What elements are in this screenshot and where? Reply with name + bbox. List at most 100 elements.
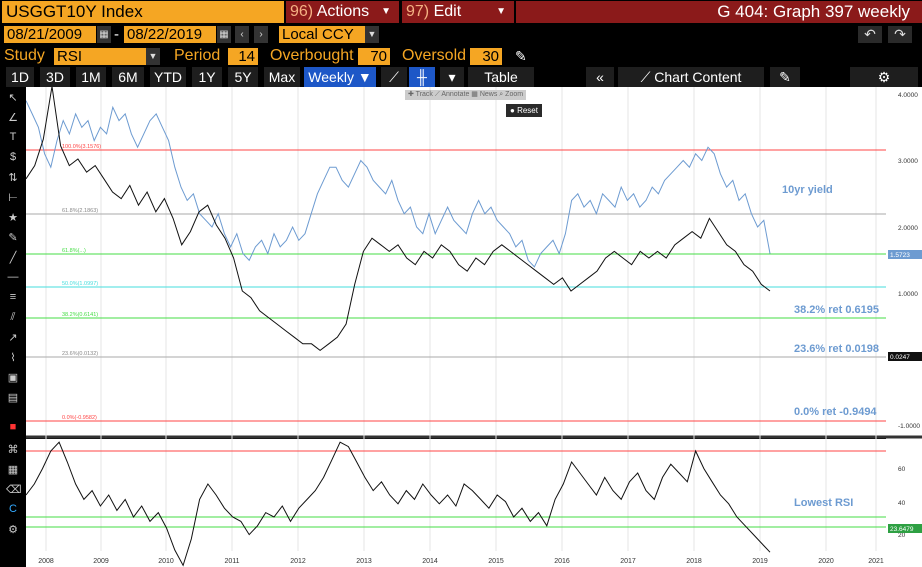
oversold-field[interactable]: 30 [470,48,502,65]
x-axis-bg [26,551,886,567]
color-swatch-red[interactable]: ■ [9,421,17,433]
redo-icon[interactable]: ↷ [888,26,912,43]
draw-line-icon[interactable]: ∠ [8,112,18,124]
currency-field[interactable]: Local CCY [279,26,379,43]
dollar-icon[interactable]: $ [9,151,17,163]
main-panel-bg [26,87,886,437]
layers-icon[interactable]: ▤ [7,392,19,404]
rsi-last-tag [888,524,922,533]
frequency-selector[interactable]: Weekly ▼ [304,67,376,87]
x-tick-label: 2011 [224,558,239,565]
y-tick-label: 4.0000 [898,92,918,99]
ticker-field[interactable]: USGGT10Y Index [2,1,284,23]
line-tool-icon[interactable]: ╱ [9,252,17,264]
table-button[interactable]: Table [468,67,534,87]
arrow-tool-icon[interactable]: ↗ [8,332,18,344]
overbought-field[interactable]: 70 [358,48,390,65]
y-tick-label: 3.0000 [898,158,918,165]
pencil-icon[interactable]: ✎ [515,48,527,64]
period-max[interactable]: Max [264,67,300,87]
grid-icon[interactable]: ▦ [7,464,19,476]
paint-icon[interactable]: ▣ [7,372,19,384]
brush-icon[interactable]: ⌇ [10,352,16,364]
y-tick-label: 1.0000 [898,291,918,298]
period-6m[interactable]: 6M [112,67,144,87]
calendar-icon[interactable]: ▦ [217,26,231,43]
start-date-field[interactable]: 08/21/2009 [4,26,96,43]
period-1y[interactable]: 1Y [192,67,222,87]
line-chart-icon[interactable]: ⟋ [381,67,407,87]
study-field[interactable]: RSI [54,48,146,65]
pen-icon[interactable]: ✎ [8,232,18,244]
x-tick-label: 2010 [158,558,174,565]
c-icon[interactable]: C [9,503,17,515]
arrows-icon[interactable]: ⇅ [8,172,18,184]
study-label: Study [4,47,45,64]
yield-last-value: 1.5723 [890,252,910,259]
window-title: G 404: Graph 397 weekly [516,1,922,23]
undo-icon[interactable]: ↶ [858,26,882,43]
chevron-down-icon[interactable]: ▼ [365,26,379,43]
star-icon[interactable]: ★ [8,212,18,224]
edit-shortcut: 97) [406,3,430,20]
price-last-tag [888,352,922,361]
bookmark-icon[interactable]: ⌘ [7,444,19,456]
x-tick-label: 2018 [686,558,702,565]
period-3d[interactable]: 3D [40,67,70,87]
x-tick-label: 2009 [93,558,109,565]
fib-label: 61.8%(...) [62,248,86,254]
text-tool-icon[interactable]: T [9,131,17,143]
chevron-right-icon[interactable]: › [254,26,268,43]
chart-canvas[interactable]: 2008 2009 2010 2011 2012 2013 2014 2015 2016 2017… [0,87,922,567]
gear-icon[interactable]: ⚙ [850,67,918,87]
chevron-down-icon[interactable]: ▼ [146,48,160,65]
fib-label: 23.6%(0.0132) [62,351,98,357]
period-5y[interactable]: 5Y [228,67,258,87]
chevron-down-icon: ▼ [496,6,506,17]
settings-icon[interactable]: ⚙ [8,524,18,536]
actions-label: Actions [316,3,370,20]
x-tick-label: 2015 [488,558,504,565]
annotation-ret0: 0.0% ret -0.9494 [794,406,877,418]
x-tick-label: 2012 [290,558,306,565]
price-last-value: 0.0247 [890,354,910,361]
x-tick-label: 2013 [356,558,372,565]
annotation-ret382: 38.2% ret 0.6195 [794,304,879,316]
chart-content-label: Chart Content [654,69,742,85]
x-tick-label: 2008 [38,558,54,565]
edit-chart-icon[interactable]: ✎ [770,67,800,87]
collapse-icon[interactable]: « [586,67,614,87]
chevron-left-icon[interactable]: ‹ [235,26,249,43]
fib-icon[interactable]: ≡ [9,291,17,303]
annotation-ret236: 23.6% ret 0.0198 [794,343,879,355]
date-range-bar: 08/21/2009 ▦ - 08/22/2019 ▦ ‹ › Local CC… [0,24,922,44]
period-1m[interactable]: 1M [76,67,106,87]
y-axis-bg [886,87,922,567]
chevron-down-icon[interactable]: ▾ [440,67,464,87]
eraser-icon[interactable]: ⌫ [6,484,22,496]
hline-icon[interactable]: — [7,271,19,283]
y-tick-label: 2.0000 [898,225,918,232]
bar-chart-icon[interactable]: ╫ [409,67,435,87]
chart-content-button[interactable]: ⟋ Chart Content [618,67,764,87]
price-series-line [25,87,771,352]
actions-menu[interactable]: 96) Actions ▼ [286,1,399,23]
mini-toolbar[interactable]: ✚ Track ⟋ Annotate ▦ News ⌕ Zoom [405,90,527,100]
fib-label: 38.2%(0.6141) [62,312,98,318]
channel-icon[interactable]: ⫽ [10,311,16,323]
period-field[interactable]: 14 [228,48,258,65]
date-separator: - [114,26,119,43]
period-1d[interactable]: 1D [6,67,34,87]
ruler-icon[interactable]: ⊢ [8,192,18,204]
period-ytd[interactable]: YTD [150,67,186,87]
period-label: Period [174,47,221,64]
end-date-field[interactable]: 08/22/2019 [124,26,216,43]
calendar-icon[interactable]: ▦ [97,26,111,43]
chart-area[interactable]: 2008 2009 2010 2011 2012 2013 2014 2015 2016 2017… [0,87,922,567]
edit-menu[interactable]: 97) Edit ▼ [402,1,514,23]
x-tick-label: 2014 [422,558,438,565]
rsi-tick-label: 20 [898,532,906,539]
rsi-panel-bg [26,439,886,551]
cursor-icon[interactable]: ↖ [8,92,18,104]
reset-button[interactable]: ● Reset [506,104,542,117]
